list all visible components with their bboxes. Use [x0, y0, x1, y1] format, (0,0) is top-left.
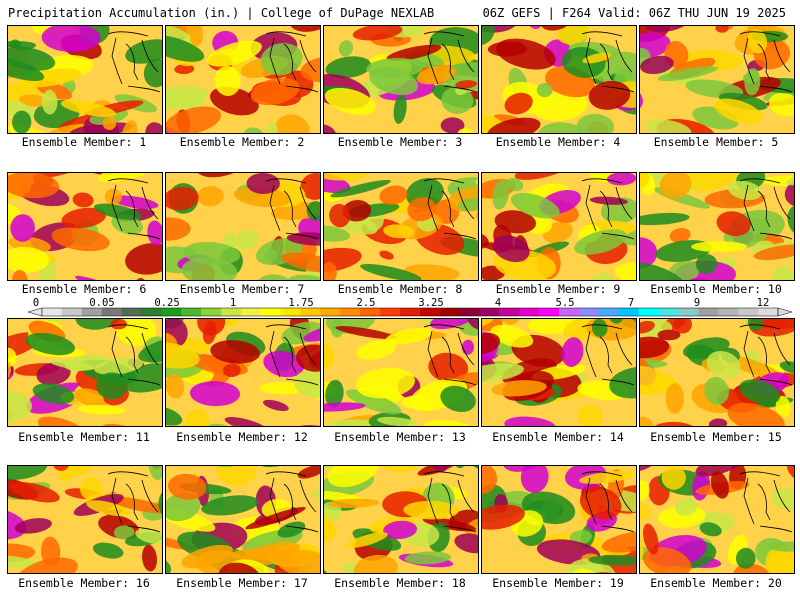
colorbar-swatch [618, 308, 640, 316]
ensemble-member-map [7, 465, 163, 574]
ensemble-member-map [481, 25, 637, 134]
ensemble-member-map [481, 465, 637, 574]
colorbar-tick-label: 1.75 [288, 297, 314, 309]
colorbar-swatch [638, 308, 659, 316]
colorbar-swatch [340, 308, 361, 316]
ensemble-member-label: Ensemble Member: 11 [18, 430, 150, 444]
colorbar-swatch [161, 308, 182, 316]
colorbar-left-arrow [28, 307, 43, 317]
colorbar-swatch [678, 308, 699, 316]
colorbar-swatch [360, 308, 381, 316]
ensemble-member-map [7, 172, 163, 281]
model-run-info: 06Z GEFS | F264 Valid: 06Z THU JUN 19 20… [482, 6, 786, 20]
colorbar-right-arrow [777, 307, 792, 317]
colorbar-tick-label: 12 [756, 297, 770, 309]
colorbar-tick-label: 4 [494, 297, 502, 309]
colorbar-swatch [559, 308, 580, 316]
colorbar-swatch [519, 308, 540, 316]
colorbar-swatch [320, 308, 341, 316]
ensemble-member-label: Ensemble Member: 1 [21, 135, 147, 149]
colorbar-swatch [81, 308, 102, 316]
ensemble-member-label: Ensemble Member: 17 [176, 576, 308, 590]
colorbar-swatch [260, 308, 281, 316]
ensemble-member-map [639, 465, 795, 574]
ensemble-member-map [639, 318, 795, 427]
colorbar-swatch [579, 308, 600, 316]
ensemble-member-map [165, 25, 321, 134]
ensemble-member-label: Ensemble Member: 13 [334, 430, 466, 444]
colorbar-tick-label: 2.5 [356, 297, 376, 309]
colorbar-swatch [598, 308, 620, 316]
ensemble-member-label: Ensemble Member: 9 [495, 282, 621, 296]
ensemble-member-map [165, 172, 321, 281]
colorbar-tick-label: 7 [627, 297, 635, 309]
ensemble-member-map [481, 172, 637, 281]
ensemble-member-label: Ensemble Member: 14 [492, 430, 624, 444]
colorbar-swatch [658, 308, 679, 316]
colorbar-swatch [61, 308, 83, 316]
colorbar-swatch [221, 308, 242, 316]
colorbar-swatch [459, 308, 480, 316]
ensemble-member-label: Ensemble Member: 2 [179, 135, 305, 149]
colorbar-tick-label: 0 [32, 297, 40, 309]
colorbar-swatch [201, 308, 222, 316]
colorbar-swatch [718, 308, 739, 316]
colorbar-tick-label: 9 [693, 297, 701, 309]
ensemble-member-label: Ensemble Member: 8 [337, 282, 463, 296]
colorbar-swatch [240, 308, 262, 316]
ensemble-member-label: Ensemble Member: 12 [176, 430, 308, 444]
ensemble-member-label: Ensemble Member: 10 [650, 282, 782, 296]
ensemble-member-map [639, 172, 795, 281]
colorbar-swatch [380, 308, 401, 316]
ensemble-member-label: Ensemble Member: 5 [653, 135, 779, 149]
colorbar-swatch [419, 308, 441, 316]
map-title: Precipitation Accumulation (in.) | Colle… [8, 6, 435, 20]
ensemble-member-map [165, 318, 321, 427]
ensemble-member-map [323, 318, 479, 427]
colorbar-swatch [280, 308, 301, 316]
ensemble-member-map [639, 25, 795, 134]
precipitation-colorbar [28, 307, 792, 317]
ensemble-member-label: Ensemble Member: 4 [495, 135, 621, 149]
colorbar-swatch [400, 308, 421, 316]
ensemble-member-map [165, 465, 321, 574]
colorbar-swatch [758, 308, 779, 316]
colorbar-swatch [738, 308, 759, 316]
colorbar-tick-label: 0.05 [89, 297, 115, 309]
ensemble-member-map [7, 318, 163, 427]
ensemble-member-label: Ensemble Member: 3 [337, 135, 463, 149]
colorbar-swatch [300, 308, 321, 316]
ensemble-member-map [481, 318, 637, 427]
colorbar-swatch [439, 308, 461, 316]
ensemble-member-map [7, 25, 163, 134]
colorbar-swatch [141, 308, 162, 316]
ensemble-member-label: Ensemble Member: 20 [650, 576, 782, 590]
colorbar-tick-label: 3.25 [418, 297, 444, 309]
colorbar-swatch [539, 308, 560, 316]
ensemble-member-label: Ensemble Member: 7 [179, 282, 305, 296]
ensemble-member-label: Ensemble Member: 6 [21, 282, 147, 296]
ensemble-member-map [323, 172, 479, 281]
colorbar-tick-label: 0.25 [154, 297, 180, 309]
ensemble-member-label: Ensemble Member: 16 [18, 576, 150, 590]
colorbar-swatch [101, 308, 122, 316]
ensemble-member-label: Ensemble Member: 18 [334, 576, 466, 590]
colorbar-swatch [181, 308, 202, 316]
colorbar-tick-label: 5.5 [555, 297, 575, 309]
ensemble-member-map [323, 465, 479, 574]
colorbar-swatch [698, 308, 719, 316]
colorbar-tick-label: 1 [229, 297, 237, 309]
ensemble-member-label: Ensemble Member: 19 [492, 576, 624, 590]
colorbar-swatch [499, 308, 520, 316]
ensemble-member-map [323, 25, 479, 134]
colorbar-swatch [42, 308, 63, 316]
colorbar-swatch [121, 308, 142, 316]
colorbar-swatch [479, 308, 500, 316]
ensemble-member-label: Ensemble Member: 15 [650, 430, 782, 444]
